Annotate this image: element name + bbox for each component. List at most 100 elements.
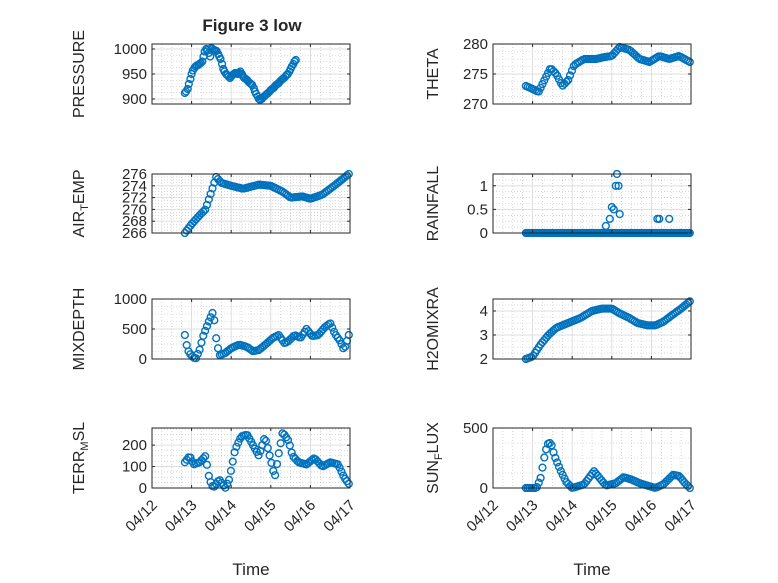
data-point xyxy=(685,57,694,67)
y-tick-label: 266 xyxy=(122,225,147,242)
y-tick-label: 274 xyxy=(122,178,147,195)
data-point xyxy=(665,214,674,223)
data-point xyxy=(567,66,577,75)
data-point xyxy=(611,181,620,190)
series-markers xyxy=(180,43,300,105)
data-point xyxy=(554,462,564,471)
x-tick-label: 04/13 xyxy=(503,497,542,536)
axes-box xyxy=(151,427,351,489)
panel-h2omixra: 2 3 4 H2OMIXRA xyxy=(425,287,694,371)
data-point xyxy=(287,448,296,457)
data-point xyxy=(224,475,234,484)
data-point xyxy=(234,438,243,447)
y-tick-label: 1000 xyxy=(114,291,147,308)
data-point xyxy=(199,454,208,463)
x-tick-label: 04/15 xyxy=(582,497,621,536)
data-point xyxy=(344,479,353,488)
data-point xyxy=(532,483,542,492)
data-point xyxy=(199,207,208,216)
data-point xyxy=(263,443,272,453)
data-point xyxy=(565,71,575,80)
y-tick-label: 1000 xyxy=(114,41,147,58)
panel-sun-flux: 0 500 SUNFLUX 04/12 04/13 04/14 04/15 04/16 04/1… xyxy=(425,420,700,579)
data-point xyxy=(208,308,217,318)
y-tick-label: 200 xyxy=(122,437,147,454)
x-tick-label: 04/15 xyxy=(241,497,280,536)
data-point xyxy=(230,448,239,457)
data-point xyxy=(202,200,212,210)
y-tick-label: 0 xyxy=(480,225,488,242)
y-tick-label: 0 xyxy=(139,480,147,497)
data-point xyxy=(274,449,283,458)
y-tick-label: 272 xyxy=(122,190,147,207)
data-point xyxy=(605,214,614,223)
data-point xyxy=(607,202,616,212)
data-point xyxy=(615,210,624,219)
data-point xyxy=(337,467,346,476)
data-point xyxy=(271,471,280,480)
data-point xyxy=(202,460,212,469)
data-point xyxy=(267,458,276,467)
data-point xyxy=(261,436,271,445)
y-axis-label: THETA xyxy=(425,48,442,100)
data-point xyxy=(245,78,254,88)
data-point xyxy=(186,453,195,462)
panel-theta: 270 275 280 THETA xyxy=(425,36,694,113)
data-point xyxy=(536,473,545,483)
data-point xyxy=(180,330,189,340)
x-tick-label: 04/13 xyxy=(162,497,201,536)
axes-box xyxy=(492,173,692,234)
data-point xyxy=(685,297,694,306)
data-point xyxy=(210,316,219,325)
axes-box xyxy=(492,427,692,489)
y-tick-label: 0 xyxy=(480,480,488,497)
data-point xyxy=(223,479,232,488)
y-tick-label: 1 xyxy=(480,178,488,195)
series-markers xyxy=(521,42,694,96)
y-tick-label: 2 xyxy=(480,351,488,368)
data-point xyxy=(614,181,623,190)
panel-pressure: 900 950 1000 PRESSURE xyxy=(71,30,351,118)
data-point xyxy=(553,458,562,467)
data-point xyxy=(290,57,299,66)
y-tick-label: 280 xyxy=(463,36,488,53)
data-point xyxy=(199,331,208,340)
data-point xyxy=(542,445,551,454)
x-tick-label: 04/16 xyxy=(622,497,661,536)
y-axis-label: PRESSURE xyxy=(71,30,88,118)
y-tick-label: 276 xyxy=(122,166,147,183)
data-point xyxy=(265,451,274,460)
y-tick-label: 270 xyxy=(122,201,147,218)
data-point xyxy=(283,435,293,445)
x-tick-label: 04/16 xyxy=(281,497,320,536)
y-tick-label: 950 xyxy=(122,66,147,83)
data-point xyxy=(196,58,205,68)
data-point xyxy=(291,55,300,65)
data-point xyxy=(276,439,285,448)
series-markers xyxy=(180,170,353,237)
data-point xyxy=(545,438,554,448)
x-tick-label: 04/17 xyxy=(320,497,359,536)
data-point xyxy=(540,453,549,462)
data-point xyxy=(202,322,212,331)
figure-title: Figure 3 low xyxy=(202,16,302,35)
y-tick-label: 500 xyxy=(122,321,147,338)
data-point xyxy=(184,79,193,89)
x-tick-label: 04/14 xyxy=(542,497,581,536)
data-point xyxy=(601,221,610,231)
y-tick-label: 270 xyxy=(463,96,488,113)
data-point xyxy=(538,463,547,472)
data-point xyxy=(201,205,210,214)
data-point xyxy=(335,463,344,472)
data-point xyxy=(191,354,201,363)
data-point xyxy=(339,344,348,353)
data-point xyxy=(609,205,618,214)
data-point xyxy=(259,435,269,444)
x-tick-label: 04/12 xyxy=(122,497,161,536)
data-point xyxy=(206,52,215,61)
y-tick-label: 275 xyxy=(463,66,488,83)
data-point xyxy=(551,453,560,463)
data-point xyxy=(217,59,227,69)
